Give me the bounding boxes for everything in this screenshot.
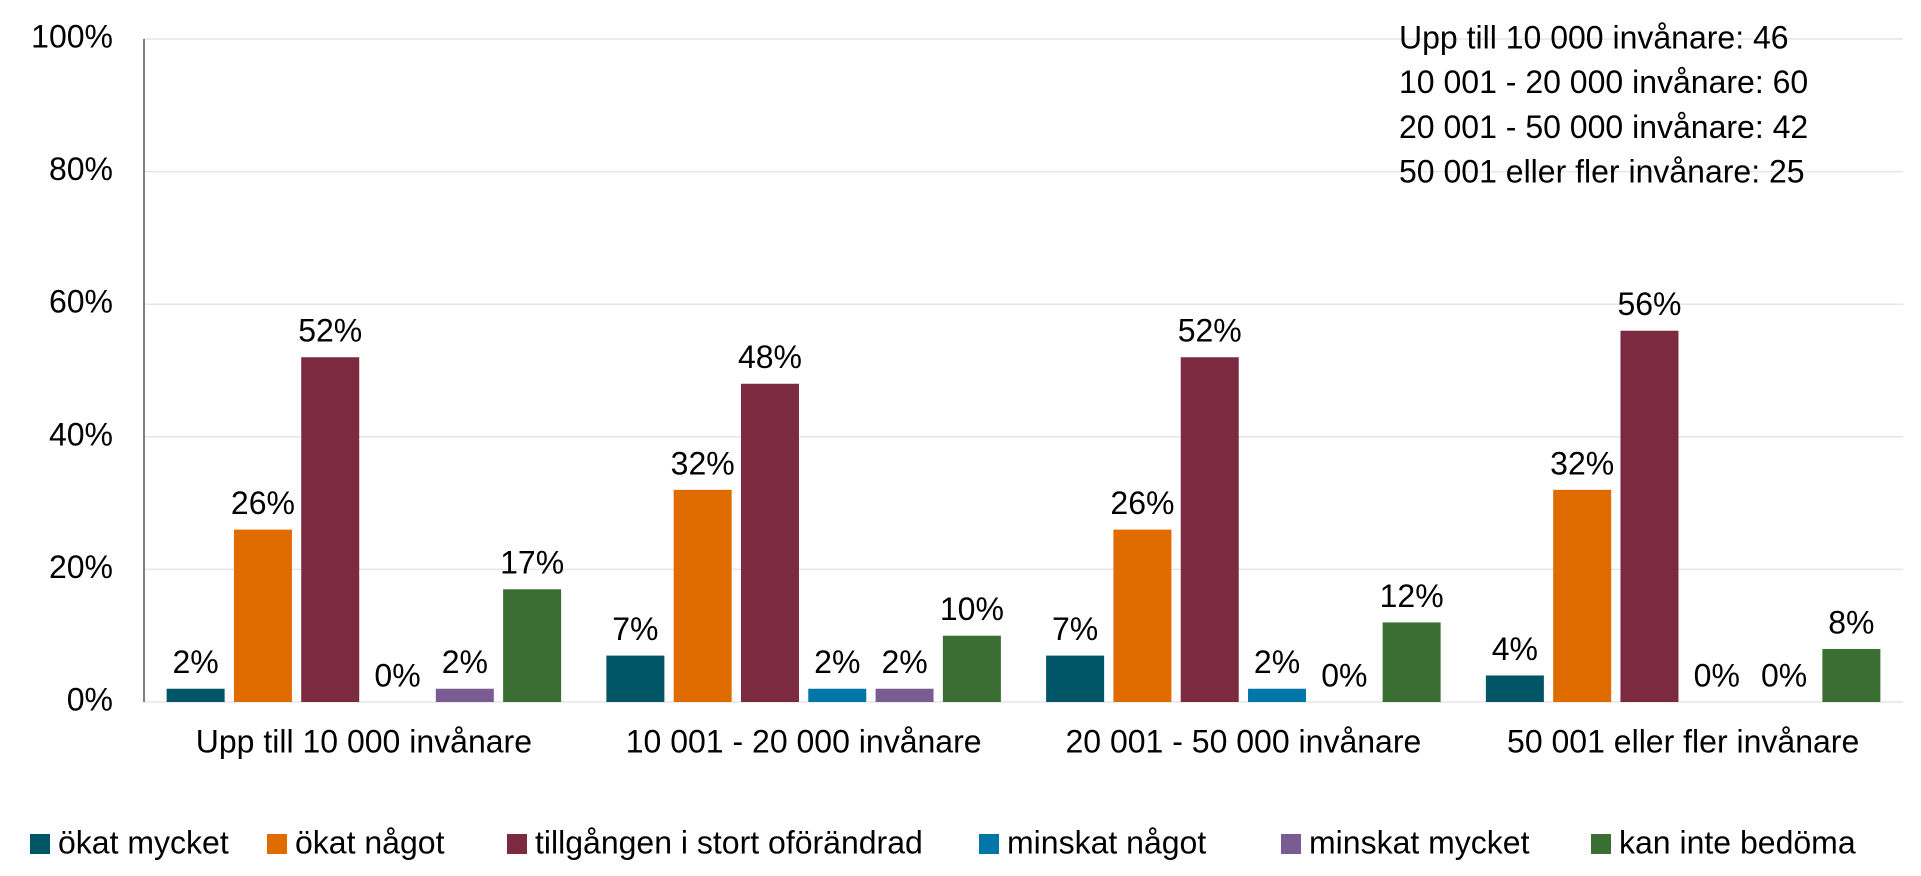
legend-marker <box>267 834 287 854</box>
value-label: 2% <box>1254 644 1300 680</box>
value-label: 12% <box>1380 578 1444 614</box>
bar <box>1822 648 1881 702</box>
bar <box>233 529 292 702</box>
legend-marker <box>30 834 50 854</box>
bar <box>301 357 360 702</box>
value-label: 4% <box>1492 631 1538 667</box>
legend-label: minskat något <box>1007 824 1206 860</box>
x-tick-label: 20 001 - 50 000 invånare <box>1065 723 1421 759</box>
annotation: 20 001 - 50 000 invånare: 42 <box>1399 109 1808 145</box>
annotation: Upp till 10 000 invånare: 46 <box>1399 19 1789 55</box>
value-label: 52% <box>1178 313 1242 349</box>
value-label: 0% <box>374 657 420 693</box>
value-label: 32% <box>1550 445 1614 481</box>
bar <box>808 688 867 702</box>
bar <box>942 635 1001 702</box>
value-label: 2% <box>881 644 927 680</box>
bar <box>606 655 665 702</box>
legend-marker <box>1281 834 1301 854</box>
legend-label: tillgången i stort oförändrad <box>535 824 923 860</box>
value-label: 48% <box>738 339 802 375</box>
value-label: 26% <box>1110 485 1174 521</box>
legend-label: ökat något <box>295 824 445 860</box>
value-label: 26% <box>231 485 295 521</box>
value-label: 7% <box>1052 611 1098 647</box>
value-label: 0% <box>1694 657 1740 693</box>
value-label: 56% <box>1617 286 1681 322</box>
y-tick-label: 60% <box>49 284 113 320</box>
bar <box>740 383 799 702</box>
bar <box>166 688 225 702</box>
bar <box>1553 489 1612 702</box>
value-label: 32% <box>671 445 735 481</box>
bar <box>1248 688 1307 702</box>
legend-marker <box>1591 834 1611 854</box>
value-label: 0% <box>1761 657 1807 693</box>
legend-marker <box>979 834 999 854</box>
x-tick-label: 50 001 eller fler invånare <box>1507 723 1859 759</box>
bar <box>1180 357 1239 702</box>
bar <box>1620 330 1679 702</box>
y-tick-label: 100% <box>31 18 113 54</box>
legend-label: kan inte bedöma <box>1619 824 1856 860</box>
y-tick-label: 0% <box>67 681 113 717</box>
value-label: 7% <box>612 611 658 647</box>
value-label: 2% <box>442 644 488 680</box>
value-label: 8% <box>1828 604 1874 640</box>
value-label: 0% <box>1321 657 1367 693</box>
value-label: 52% <box>298 313 362 349</box>
value-label: 2% <box>173 644 219 680</box>
bar <box>1046 655 1105 702</box>
legend-marker <box>507 834 527 854</box>
legend-label: minskat mycket <box>1309 824 1530 860</box>
bar <box>435 688 494 702</box>
bar <box>1382 622 1441 702</box>
bar <box>1113 529 1172 702</box>
bar <box>875 688 934 702</box>
y-tick-label: 40% <box>49 416 113 452</box>
y-tick-label: 20% <box>49 549 113 585</box>
x-tick-label: Upp till 10 000 invånare <box>196 723 532 759</box>
x-tick-label: 10 001 - 20 000 invånare <box>626 723 982 759</box>
bar <box>673 489 732 702</box>
bar <box>1485 675 1544 702</box>
value-label: 10% <box>940 591 1004 627</box>
value-label: 2% <box>814 644 860 680</box>
legend-label: ökat mycket <box>58 824 229 860</box>
y-tick-label: 80% <box>49 151 113 187</box>
annotation: 50 001 eller fler invånare: 25 <box>1399 154 1805 190</box>
value-label: 17% <box>500 545 564 581</box>
annotation: 10 001 - 20 000 invånare: 60 <box>1399 64 1808 100</box>
bar <box>503 589 562 702</box>
